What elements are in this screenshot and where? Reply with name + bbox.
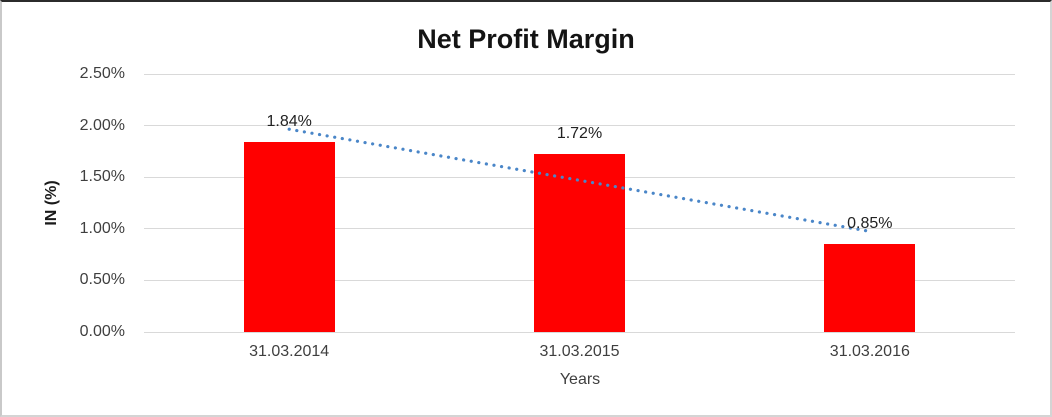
- x-axis-label: Years: [559, 371, 601, 388]
- y-tick-label: 2.00%: [79, 116, 125, 134]
- y-tick-label: 0.50%: [79, 271, 125, 289]
- x-category-label: 31.03.2016: [829, 343, 910, 360]
- gridline: [144, 73, 1015, 75]
- y-tick-label: 2.50%: [79, 65, 125, 82]
- y-tick-label: 1.00%: [79, 219, 125, 237]
- chart-title: Net Profit Margin: [417, 24, 635, 54]
- x-category-label: 31.03.2014: [249, 343, 330, 360]
- bar-value-label: 0.85%: [847, 214, 893, 232]
- bar-value-label: 1.84%: [266, 112, 312, 130]
- bar: [534, 154, 625, 332]
- bar-value-label: 1.72%: [556, 124, 603, 142]
- y-tick-label: 0.00%: [79, 323, 125, 340]
- bar: [824, 244, 916, 332]
- y-tick-label: 1.50%: [79, 168, 125, 186]
- x-category-label: 31.03.2015: [539, 343, 620, 360]
- bar: [243, 142, 335, 332]
- gridline: [144, 125, 1015, 127]
- gridline: [144, 331, 1015, 333]
